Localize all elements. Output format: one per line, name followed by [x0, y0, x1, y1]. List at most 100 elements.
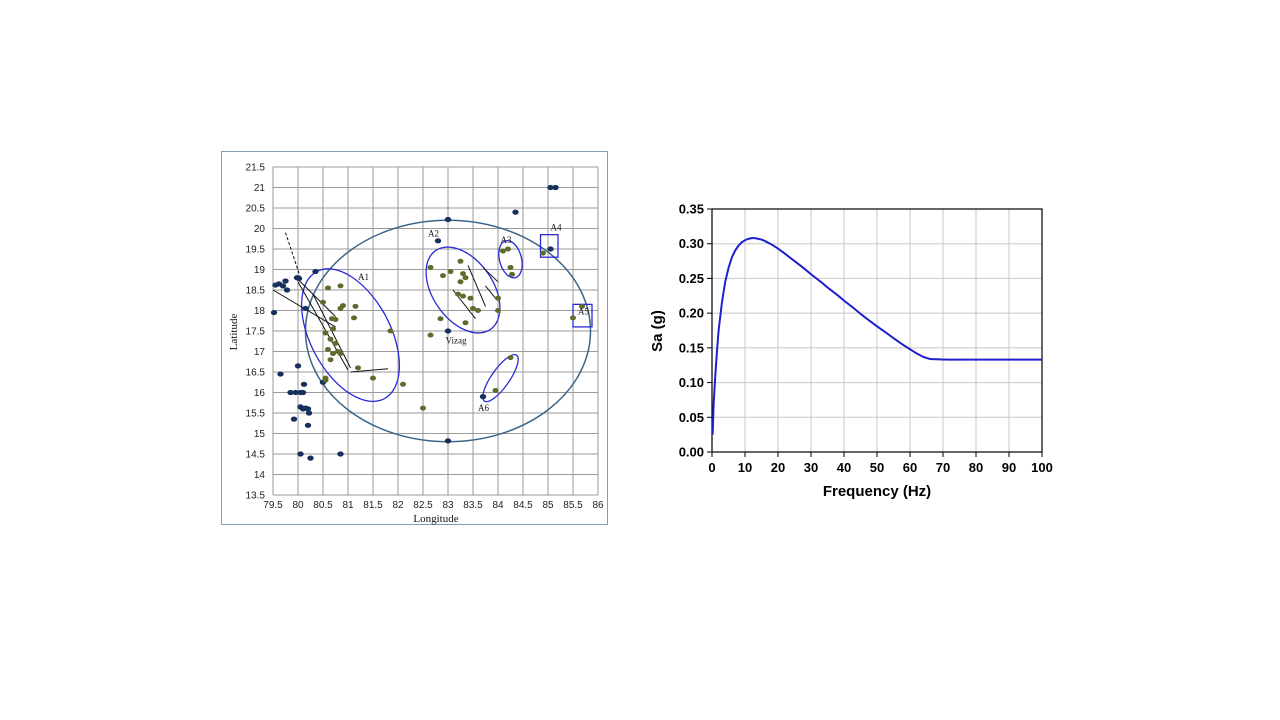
- epicenter-point: [512, 209, 519, 215]
- y-tick-label: 20: [254, 224, 266, 235]
- epicenter-point: [337, 283, 344, 289]
- epicenter-point: [427, 332, 434, 338]
- annotation-label: A6: [478, 403, 489, 413]
- epicenter-point: [370, 375, 376, 381]
- x-tick-label: 80.5: [313, 500, 333, 511]
- annotation-label: Vizag: [446, 335, 467, 345]
- y-tick-label: 0.05: [679, 410, 704, 425]
- epicenter-point: [460, 271, 466, 277]
- epicenter-point: [420, 405, 426, 411]
- epicenter-point: [457, 258, 464, 264]
- x-tick-label: 81.5: [363, 500, 383, 511]
- epicenter-point: [552, 184, 559, 191]
- epicenter-map-panel: 79.5 80 80.5 81 81.5 82 82.5 83 83.5 84 84.5 85 85.5…: [221, 151, 608, 525]
- y-tick-label: 18.5: [246, 286, 266, 297]
- zone-a4-box: [539, 234, 559, 258]
- y-tick-label: 16.5: [246, 368, 266, 379]
- epicenter-point: [292, 389, 299, 396]
- epicenter-point: [282, 278, 289, 284]
- y-tick-label: 14: [254, 470, 266, 481]
- epicenter-point: [500, 248, 506, 254]
- annotation-label: A2: [428, 229, 439, 239]
- epicenter-point: [299, 389, 307, 396]
- epicenter-point: [570, 315, 576, 321]
- x-tick-label: 60: [903, 460, 917, 475]
- y-tick-label: 15.5: [246, 409, 266, 420]
- epicenter-point: [287, 389, 294, 396]
- x-tick-label: 82.5: [413, 500, 433, 511]
- epicenter-point: [337, 351, 344, 357]
- epicenter-point: [302, 305, 309, 312]
- zone-a6-ellipse: [482, 353, 519, 403]
- epicenter-point: [277, 371, 284, 377]
- y-tick-label: 20.5: [246, 204, 266, 215]
- x-tick-label: 80: [292, 500, 304, 511]
- epicenter-point: [300, 381, 308, 387]
- y-tick-label: 14.5: [246, 450, 266, 461]
- annotation-label: A4: [551, 223, 562, 233]
- epicenter-point: [505, 246, 511, 252]
- epicenter-point: [495, 308, 501, 313]
- epicenter-point: [307, 455, 314, 461]
- epicenter-point: [462, 275, 469, 281]
- x-tick-label: 86: [592, 500, 604, 511]
- x-tick-label: 84: [492, 500, 504, 511]
- y-tick-label: 17: [254, 347, 266, 358]
- x-axis-title: Frequency (Hz): [823, 483, 931, 500]
- epicenter-point: [507, 264, 514, 270]
- y-tick-label: 0.20: [679, 306, 704, 321]
- fault-line: [482, 267, 499, 283]
- epicenter-scatter-chart: 79.5 80 80.5 81 81.5 82 82.5 83 83.5 84 84.5 85 85.5…: [228, 163, 604, 526]
- x-tick-label: 80: [969, 460, 983, 475]
- epicenter-point: [325, 285, 331, 291]
- epicenter-point: [437, 316, 444, 322]
- epicenter-point: [460, 293, 466, 299]
- epicenter-point: [304, 422, 312, 428]
- y-tick-label: 0.15: [679, 340, 704, 355]
- x-tick-label: 70: [936, 460, 950, 475]
- epicenter-point: [492, 387, 499, 393]
- spectrum-curve: [711, 237, 1042, 435]
- x-tick-label: 50: [870, 460, 884, 475]
- x-tick-label: 30: [804, 460, 818, 475]
- x-tick-label: 83.5: [463, 500, 483, 511]
- epicenter-point: [322, 377, 329, 383]
- epicenter-point: [297, 451, 304, 457]
- y-tick-label: 0.30: [679, 236, 704, 251]
- epicenter-point: [400, 381, 406, 387]
- epicenter-point: [322, 330, 329, 336]
- fault-line: [350, 368, 389, 373]
- epicenter-point: [330, 351, 336, 357]
- x-tick-label: 0: [708, 460, 715, 475]
- epicenter-point: [295, 275, 303, 282]
- epicenter-point: [444, 438, 452, 444]
- y-tick-label: 0.10: [679, 375, 704, 390]
- response-spectrum-chart: 0 10 20 30 40 50 60 70 80 90 100 0.00 0.05 0.10 0.15 0.…: [649, 202, 1053, 501]
- fault-line: [485, 285, 496, 299]
- epicenter-point: [327, 336, 334, 342]
- x-tick-label: 85: [542, 500, 554, 511]
- y-tick-label: 17.5: [246, 327, 266, 338]
- epicenter-point: [279, 283, 287, 289]
- epicenter-point: [355, 365, 361, 371]
- annotation-label: A5: [578, 307, 589, 317]
- epicenter-point: [455, 291, 461, 297]
- y-tick-label: 21.5: [246, 163, 266, 174]
- x-tick-label: 79.5: [263, 500, 283, 511]
- x-axis-title: Longitude: [413, 513, 458, 525]
- y-axis-title: Sa (g): [649, 310, 666, 352]
- epicenter-point: [352, 303, 359, 309]
- x-tick-label: 85.5: [563, 500, 583, 511]
- epicenter-point: [509, 271, 515, 277]
- zone-a3-ellipse: [498, 240, 523, 279]
- epicenter-point: [444, 216, 452, 223]
- fault-line-dashed: [285, 232, 301, 278]
- epicenter-point: [330, 326, 336, 332]
- epicenter-point: [312, 268, 319, 275]
- epicenter-point: [470, 305, 476, 311]
- epicenter-point: [427, 264, 434, 270]
- x-tick-label: 90: [1002, 460, 1016, 475]
- epicenter-point: [540, 250, 546, 256]
- epicenter-point: [440, 273, 446, 279]
- zone-a2-ellipse: [425, 246, 501, 334]
